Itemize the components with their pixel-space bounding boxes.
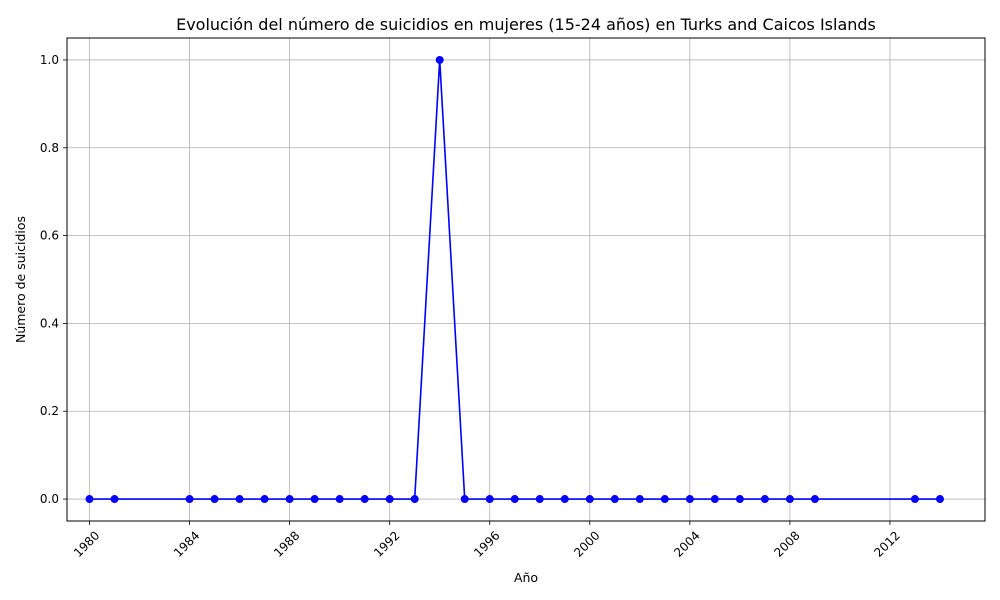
data-point [935, 495, 944, 504]
y-tick-label: 0.4 [40, 316, 59, 330]
y-tick-label: 1.0 [40, 53, 59, 67]
series-line [89, 59, 940, 500]
plot-frame [66, 37, 986, 522]
data-point [260, 495, 269, 504]
data-point [760, 495, 769, 504]
data-point [810, 495, 819, 504]
data-point [710, 495, 719, 504]
data-point [585, 495, 594, 504]
data-point [385, 495, 394, 504]
data-point [510, 495, 519, 504]
data-point [110, 495, 119, 504]
y-tick-label: 0.0 [40, 492, 59, 506]
data-point [735, 495, 744, 504]
data-point [535, 495, 544, 504]
data-point [485, 495, 494, 504]
data-point [410, 495, 419, 504]
data-point [360, 495, 369, 504]
data-point [910, 495, 919, 504]
data-point [635, 495, 644, 504]
y-axis-label: Número de suicidios [13, 216, 28, 343]
data-point [610, 495, 619, 504]
y-tick-label: 0.6 [40, 229, 59, 243]
y-tick-label: 0.8 [40, 141, 59, 155]
data-point [85, 495, 94, 504]
data-point [335, 495, 344, 504]
data-point [235, 495, 244, 504]
data-point [210, 495, 219, 504]
data-point [685, 495, 694, 504]
data-point [435, 55, 444, 64]
y-tick-label: 0.2 [40, 404, 59, 418]
data-point [310, 495, 319, 504]
x-axis-label: Año [514, 570, 538, 585]
data-point [285, 495, 294, 504]
data-point [660, 495, 669, 504]
data-point [560, 495, 569, 504]
data-point [460, 495, 469, 504]
chart-title: Evolución del número de suicidios en muj… [176, 15, 876, 34]
data-point [785, 495, 794, 504]
data-point [185, 495, 194, 504]
series-layer [85, 55, 944, 504]
